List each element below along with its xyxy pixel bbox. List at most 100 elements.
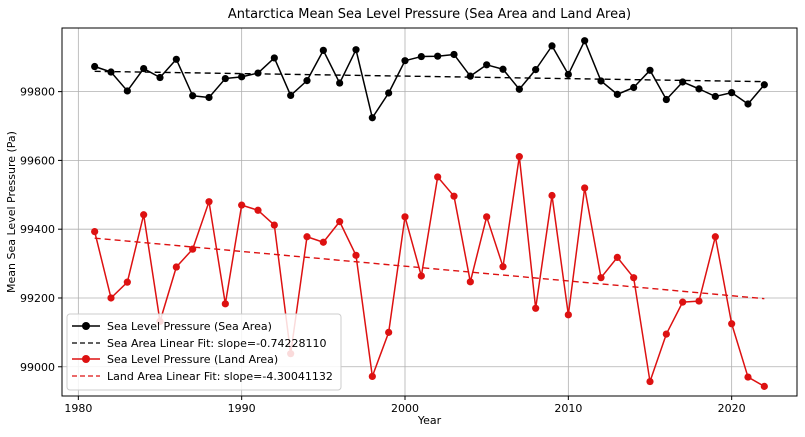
data-point-series-2 — [123, 278, 131, 286]
data-point-series-0 — [662, 95, 670, 104]
data-point-series-2 — [564, 311, 572, 319]
data-point-series-0 — [91, 62, 99, 71]
data-point-series-0 — [760, 81, 768, 89]
data-point-series-2 — [483, 213, 491, 221]
data-point-series-2 — [548, 191, 556, 200]
series-line-2 — [93, 155, 765, 388]
legend: Sea Level Pressure (Sea Area) Sea Area L… — [66, 313, 342, 391]
data-point-series-2 — [270, 221, 278, 229]
data-point-series-0 — [679, 78, 687, 86]
data-point-series-0 — [352, 46, 360, 54]
plot-frame — [61, 27, 798, 397]
data-point-series-0 — [581, 37, 589, 45]
data-point-series-0 — [548, 42, 556, 50]
data-point-series-0 — [254, 69, 262, 77]
fit-line-series-3 — [94, 237, 765, 300]
data-point-series-2 — [336, 218, 344, 226]
data-point-series-2 — [385, 328, 393, 336]
data-point-series-2 — [107, 294, 115, 302]
x-axis-ticks: 1980 1990 2000 2010 2020 — [64, 396, 746, 415]
data-point-series-0 — [728, 89, 736, 97]
x-tick-label: 2010 — [554, 402, 582, 415]
data-point-series-2 — [613, 253, 621, 261]
legend-land-fit-label: Land Area Linear Fit: slope=-4.30041132 — [107, 370, 333, 383]
x-tick-label: 2000 — [391, 402, 419, 415]
data-point-series-0 — [172, 55, 180, 63]
data-point-series-2 — [581, 184, 589, 192]
data-point-series-2 — [319, 238, 327, 246]
data-point-series-0 — [646, 66, 654, 74]
data-series — [91, 37, 768, 390]
data-point-series-2 — [434, 173, 442, 181]
y-axis-label: Mean Sea Level Pressure (Pa) — [5, 131, 18, 293]
data-point-series-0 — [238, 73, 246, 81]
data-point-series-0 — [205, 93, 213, 102]
data-point-series-0 — [434, 52, 442, 60]
data-point-series-0 — [597, 77, 605, 85]
data-point-series-2 — [695, 297, 703, 305]
data-point-series-2 — [140, 211, 148, 219]
data-point-series-2 — [515, 153, 523, 161]
chart-title: Antarctica Mean Sea Level Pressure (Sea … — [228, 7, 631, 22]
data-point-series-2 — [205, 198, 213, 206]
data-point-series-2 — [303, 233, 311, 241]
x-tick-label: 1990 — [228, 402, 256, 415]
data-point-series-0 — [711, 92, 719, 101]
data-point-series-0 — [630, 83, 638, 92]
y-tick-label: 99400 — [20, 223, 55, 236]
data-point-series-0 — [532, 66, 540, 74]
legend-sea-fit-label: Sea Area Linear Fit: slope=-0.74228110 — [107, 337, 327, 350]
data-point-series-2 — [368, 372, 376, 380]
data-point-series-0 — [466, 72, 474, 80]
data-point-series-2 — [679, 298, 687, 306]
data-point-series-0 — [270, 54, 278, 62]
fit-line-series-1 — [94, 70, 765, 83]
y-tick-label: 99000 — [20, 361, 55, 374]
data-point-series-0 — [450, 50, 458, 59]
data-point-series-0 — [336, 79, 344, 87]
data-point-series-2 — [630, 274, 638, 282]
legend-land-label: Sea Level Pressure (Land Area) — [107, 353, 278, 366]
data-point-series-2 — [221, 300, 229, 308]
data-point-series-0 — [140, 64, 148, 73]
data-point-series-0 — [385, 89, 393, 97]
data-point-series-2 — [646, 377, 654, 386]
data-point-series-0 — [401, 57, 409, 65]
data-point-series-2 — [760, 382, 768, 390]
data-point-series-2 — [499, 263, 507, 271]
legend-box — [66, 313, 342, 391]
x-tick-label: 2020 — [718, 402, 746, 415]
data-point-series-0 — [189, 92, 197, 100]
legend-land-marker — [82, 355, 90, 363]
data-point-series-2 — [728, 320, 736, 328]
data-point-series-0 — [695, 85, 703, 93]
data-point-series-2 — [711, 233, 719, 241]
data-point-series-2 — [172, 263, 180, 271]
data-point-series-0 — [564, 70, 572, 79]
data-point-series-2 — [450, 192, 458, 200]
data-point-series-0 — [368, 114, 376, 122]
data-point-series-0 — [107, 68, 115, 76]
data-point-series-0 — [417, 52, 425, 61]
fit-lines — [94, 70, 765, 300]
data-point-series-2 — [417, 272, 425, 280]
data-point-series-2 — [532, 304, 540, 312]
data-point-series-2 — [744, 373, 752, 381]
data-point-series-2 — [254, 206, 262, 214]
data-point-series-2 — [91, 228, 99, 236]
x-axis-label: Year — [417, 414, 442, 427]
data-point-series-2 — [597, 274, 605, 282]
data-point-series-0 — [287, 91, 295, 100]
data-point-series-0 — [319, 46, 327, 54]
data-point-series-2 — [401, 213, 409, 221]
data-point-series-2 — [238, 201, 246, 209]
data-point-series-0 — [744, 100, 752, 108]
y-tick-label: 99800 — [20, 86, 55, 99]
data-point-series-2 — [189, 245, 197, 253]
data-point-series-2 — [352, 251, 360, 259]
y-tick-label: 99200 — [20, 292, 55, 305]
x-tick-label: 1980 — [64, 402, 92, 415]
data-point-series-0 — [156, 73, 164, 82]
